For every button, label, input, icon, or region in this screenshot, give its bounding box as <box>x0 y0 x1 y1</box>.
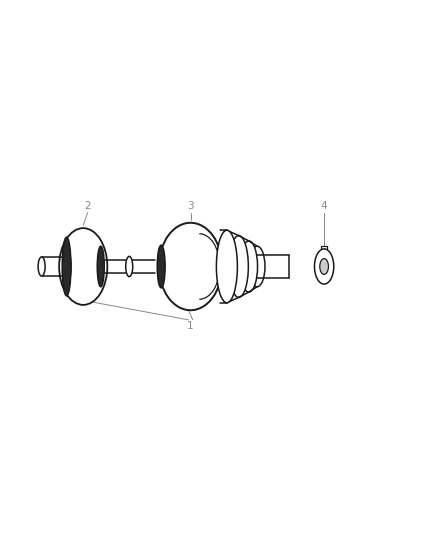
Ellipse shape <box>59 228 107 305</box>
Text: 1: 1 <box>187 321 194 331</box>
Ellipse shape <box>320 259 328 274</box>
Ellipse shape <box>126 256 133 277</box>
Ellipse shape <box>62 237 71 296</box>
Ellipse shape <box>159 223 222 310</box>
Ellipse shape <box>249 246 265 287</box>
Ellipse shape <box>38 257 45 276</box>
Ellipse shape <box>240 241 258 292</box>
Ellipse shape <box>65 251 71 282</box>
Ellipse shape <box>229 236 248 297</box>
Ellipse shape <box>97 246 104 287</box>
Ellipse shape <box>157 245 165 288</box>
Ellipse shape <box>216 230 237 303</box>
Text: 2: 2 <box>84 201 91 211</box>
Text: 4: 4 <box>321 201 328 211</box>
Text: 3: 3 <box>187 201 194 211</box>
Ellipse shape <box>314 249 334 284</box>
